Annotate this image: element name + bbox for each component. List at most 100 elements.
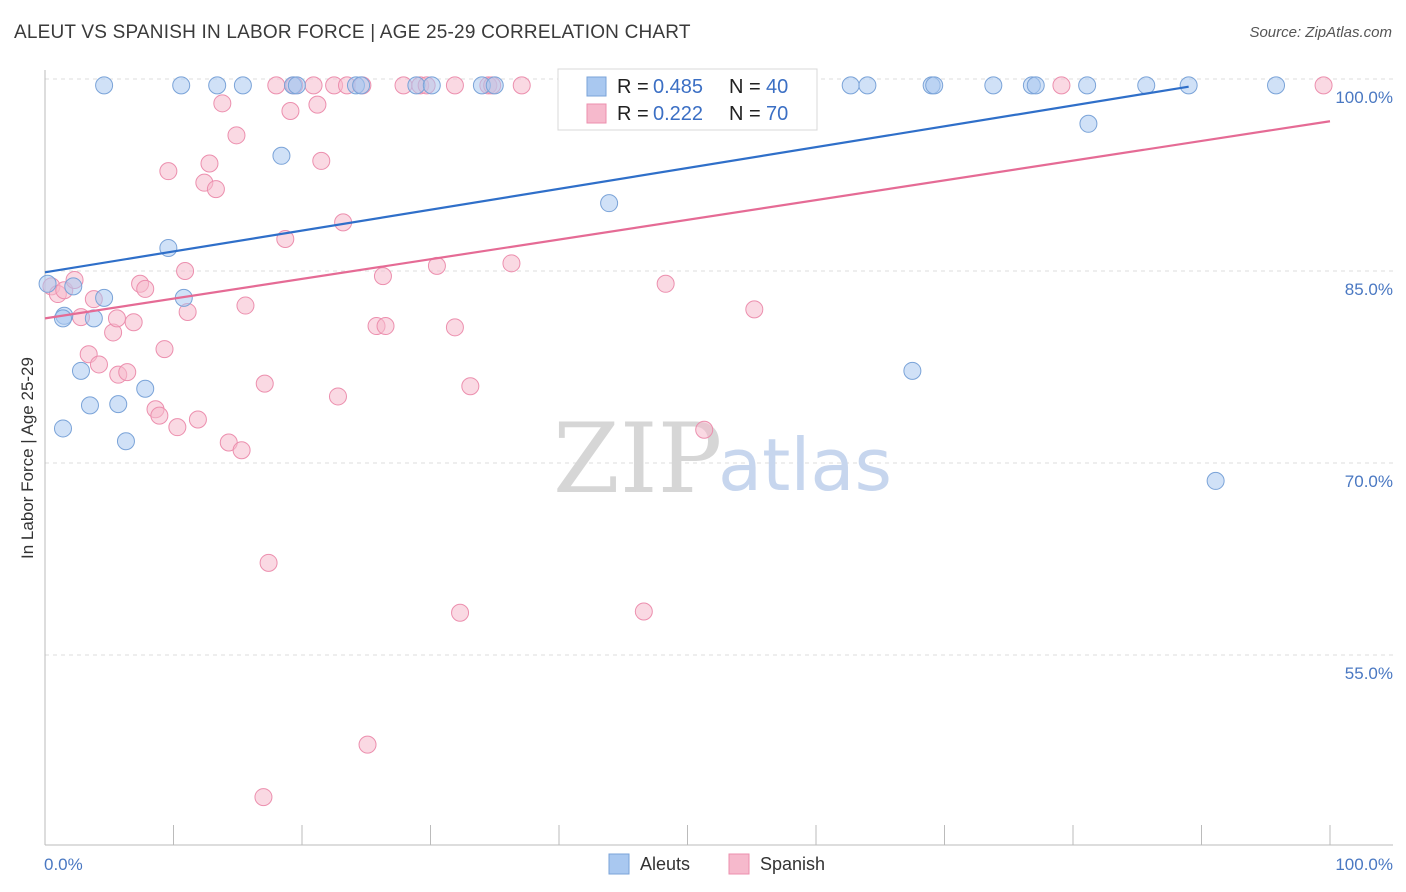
spanish-point xyxy=(451,603,470,622)
spanish-point xyxy=(159,162,178,181)
spanish-point xyxy=(107,309,126,328)
spanish-point xyxy=(267,76,286,95)
spanish-point xyxy=(461,377,480,396)
spanish-point xyxy=(213,94,232,113)
aleuts-point xyxy=(1026,76,1045,95)
legend-spanish-n-value: 70 xyxy=(766,103,788,125)
aleuts-point xyxy=(233,76,252,95)
spanish-point xyxy=(150,406,169,425)
aleuts-point xyxy=(1078,76,1097,95)
spanish-point xyxy=(136,279,155,298)
aleuts-point xyxy=(287,76,306,95)
aleuts-point xyxy=(422,76,441,95)
spanish-point xyxy=(304,76,323,95)
spanish-point xyxy=(236,296,255,315)
legend-spanish-swatch xyxy=(586,103,607,124)
y-axis-label: In Labor Force | Age 25-29 xyxy=(18,357,37,559)
spanish-point xyxy=(373,267,392,286)
spanish-point xyxy=(281,102,300,120)
aleuts-point xyxy=(925,76,944,95)
spanish-point xyxy=(259,553,278,572)
x-tick-label-right: 100.0% xyxy=(1335,855,1393,874)
spanish-point xyxy=(656,274,675,293)
axes xyxy=(44,70,1393,846)
spanish-trend-line xyxy=(44,120,1331,320)
x-tick-label-left: 0.0% xyxy=(44,855,83,874)
legend-spanish-r-value: 0.222 xyxy=(653,103,703,125)
spanish-point xyxy=(634,602,653,621)
legend-top: R = 0.485 N = 40 R = 0.222 N = 70 xyxy=(557,68,818,131)
spanish-point xyxy=(188,410,207,429)
aleuts-point xyxy=(485,76,504,95)
aleuts-point xyxy=(109,395,128,414)
legend-aleuts-swatch xyxy=(586,76,607,97)
aleuts-point xyxy=(1267,76,1286,95)
aleuts-point xyxy=(208,76,227,95)
spanish-point xyxy=(312,151,331,170)
aleuts-point xyxy=(95,288,114,307)
aleuts-point xyxy=(64,277,83,296)
y-tick-label: 70.0% xyxy=(1345,472,1393,491)
aleuts-trend-line xyxy=(44,85,1189,274)
aleuts-point xyxy=(1179,76,1198,95)
aleuts-point xyxy=(116,432,135,451)
watermark: ZIP atlas xyxy=(553,403,892,515)
legend-aleuts-r-label: R = xyxy=(617,76,649,98)
legend-spanish-n-label: N = xyxy=(729,103,761,125)
aleuts-point xyxy=(1079,114,1098,133)
spanish-point xyxy=(512,76,531,95)
aleuts-point xyxy=(600,194,619,213)
spanish-point xyxy=(155,340,174,359)
spanish-point xyxy=(1052,76,1071,95)
spanish-point xyxy=(1314,76,1333,95)
spanish-point xyxy=(445,318,464,337)
aleuts-point xyxy=(38,274,57,293)
spanish-point xyxy=(745,300,764,319)
legend-aleuts-n-value: 40 xyxy=(766,76,788,98)
aleuts-point xyxy=(95,76,114,95)
watermark-zip: ZIP xyxy=(553,403,722,515)
aleuts-point xyxy=(53,419,72,438)
chart-title: ALEUT VS SPANISH IN LABOR FORCE | AGE 25… xyxy=(14,22,691,43)
aleuts-point xyxy=(172,76,191,95)
spanish-point xyxy=(255,374,274,393)
spanish-point xyxy=(118,363,137,382)
spanish-point xyxy=(376,317,395,336)
spanish-point xyxy=(206,180,225,199)
legend-bottom-spanish-label: Spanish xyxy=(760,854,825,874)
spanish-point xyxy=(124,313,143,332)
spanish-point xyxy=(200,154,219,173)
source-label: Source: ZipAtlas.com xyxy=(1249,24,1392,41)
legend-aleuts-r-value: 0.485 xyxy=(653,76,703,98)
aleuts-point xyxy=(1137,76,1156,95)
aleuts-point xyxy=(984,76,1003,95)
legend-bottom-spanish-swatch xyxy=(728,853,750,875)
aleuts-point xyxy=(71,361,90,380)
aleuts-point xyxy=(841,76,860,95)
aleuts-point xyxy=(272,146,291,165)
y-tick-label: 100.0% xyxy=(1335,88,1393,107)
spanish-point xyxy=(695,420,714,439)
watermark-atlas: atlas xyxy=(718,423,892,507)
legend-spanish-r-label: R = xyxy=(617,103,649,125)
legend-bottom-aleuts-label: Aleuts xyxy=(640,854,690,874)
spanish-point xyxy=(502,254,521,273)
spanish-point xyxy=(328,387,347,406)
y-tick-label: 85.0% xyxy=(1345,280,1393,299)
spanish-point xyxy=(176,262,195,280)
spanish-point xyxy=(358,735,377,754)
aleuts-point xyxy=(136,379,155,398)
aleuts-point xyxy=(1206,471,1225,490)
aleuts-point xyxy=(53,309,72,328)
y-tick-labels: 100.0% 85.0% 70.0% 55.0% xyxy=(1335,88,1393,683)
aleuts-point xyxy=(858,76,877,95)
legend-bottom-aleuts-swatch xyxy=(608,853,630,875)
legend-aleuts-n-label: N = xyxy=(729,76,761,98)
spanish-point xyxy=(308,95,327,114)
spanish-point xyxy=(254,788,273,807)
trend-lines xyxy=(44,85,1331,320)
spanish-point xyxy=(232,441,251,460)
legend-bottom: Aleuts Spanish xyxy=(608,853,825,875)
spanish-point xyxy=(168,418,187,437)
